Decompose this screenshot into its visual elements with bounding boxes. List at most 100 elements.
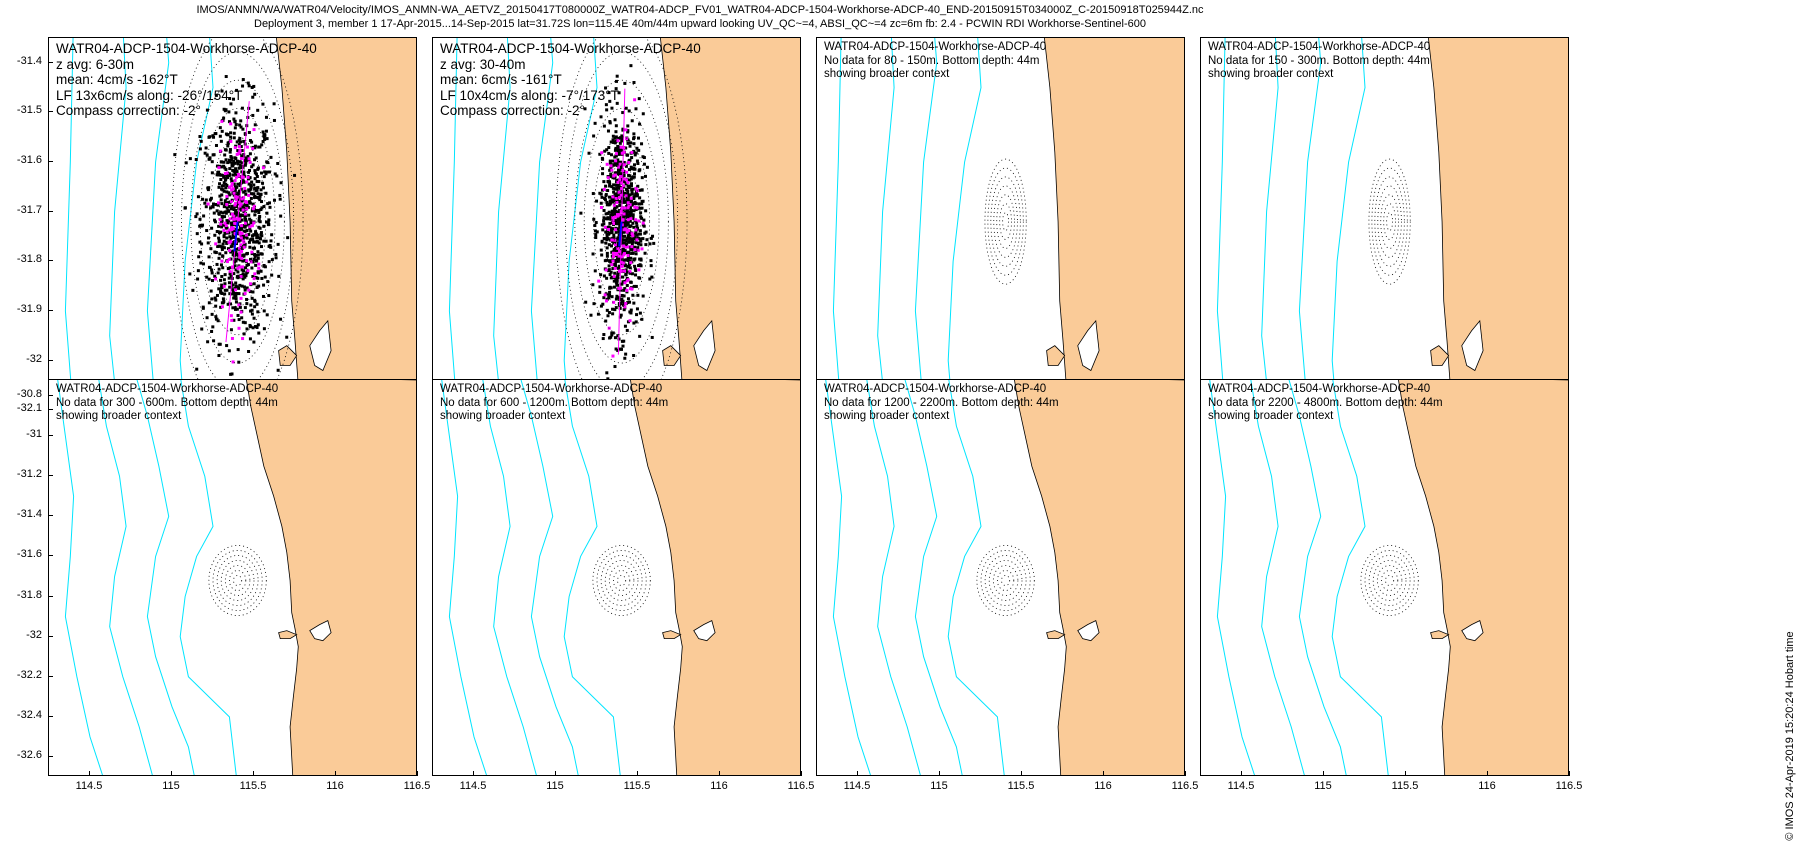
velocity-point — [228, 97, 232, 101]
velocity-point — [239, 125, 243, 129]
velocity-point — [242, 139, 246, 143]
lowpass-point — [240, 249, 244, 253]
velocity-point — [614, 260, 618, 264]
velocity-point — [608, 199, 612, 203]
lowpass-point — [240, 256, 244, 260]
velocity-point — [256, 186, 260, 190]
velocity-point — [263, 137, 267, 141]
lowpass-point — [238, 232, 242, 236]
lowpass-point — [236, 266, 240, 270]
velocity-point — [604, 86, 608, 90]
mean-vector — [233, 221, 239, 252]
velocity-point — [616, 348, 620, 352]
velocity-point — [253, 146, 257, 150]
velocity-point — [221, 242, 225, 246]
velocity-point — [240, 170, 244, 174]
isobath-line-1 — [1331, 38, 1366, 433]
velocity-point — [251, 275, 255, 279]
velocity-point — [226, 219, 230, 223]
velocity-point — [640, 200, 644, 204]
x-tick-label: 116 — [1094, 780, 1112, 792]
velocity-point — [219, 139, 223, 143]
velocity-point — [228, 160, 232, 164]
velocity-point — [594, 221, 598, 225]
velocity-point — [624, 182, 628, 186]
velocity-point — [634, 269, 638, 273]
velocity-point — [236, 270, 240, 274]
velocity-point — [272, 198, 276, 202]
velocity-point — [610, 106, 614, 110]
velocity-point — [239, 226, 243, 230]
velocity-point — [604, 217, 608, 221]
land-area — [1044, 38, 1184, 433]
velocity-point — [234, 300, 238, 304]
velocity-point — [205, 229, 209, 233]
lowpass-point — [611, 354, 615, 358]
speed-ring — [984, 555, 1027, 606]
x-tick-label: 115.5 — [623, 780, 651, 792]
velocity-point — [641, 112, 645, 116]
velocity-point — [617, 152, 621, 156]
velocity-point — [613, 163, 617, 167]
velocity-point — [196, 269, 200, 273]
velocity-point — [233, 251, 237, 255]
panel-annotation: WATR04-ADCP-1504-Workhorse-ADCP-40 z avg:… — [56, 41, 317, 119]
velocity-point — [253, 92, 257, 96]
velocity-point — [615, 187, 619, 191]
velocity-point — [638, 334, 642, 338]
lowpass-point — [623, 206, 627, 210]
lowpass-point — [220, 119, 224, 123]
velocity-point — [231, 249, 235, 253]
annotation-line: WATR04-ADCP-1504-Workhorse-ADCP-40 — [440, 41, 701, 56]
velocity-point — [248, 138, 252, 142]
velocity-point — [613, 136, 617, 140]
lowpass-point — [613, 173, 617, 177]
velocity-point — [640, 317, 644, 321]
velocity-point — [632, 225, 636, 229]
x-tick-mark — [335, 771, 336, 776]
velocity-point — [265, 137, 269, 141]
velocity-point — [225, 225, 229, 229]
speed-ring — [224, 565, 251, 596]
velocity-point — [629, 184, 633, 188]
x-tick-mark — [939, 771, 940, 776]
velocity-point — [228, 266, 232, 270]
velocity-point — [219, 278, 223, 282]
lowpass-point — [634, 218, 638, 222]
speed-ring — [988, 560, 1023, 601]
lowpass-point — [238, 255, 242, 259]
annotation-line: showing broader context — [824, 410, 950, 422]
velocity-point — [227, 231, 231, 235]
velocity-point — [229, 221, 233, 225]
velocity-point — [598, 191, 602, 195]
velocity-point — [637, 169, 641, 173]
velocity-point — [598, 152, 602, 156]
velocity-point — [211, 325, 215, 329]
velocity-point — [632, 175, 636, 179]
island — [662, 345, 682, 366]
velocity-point — [612, 197, 616, 201]
lowpass-point — [635, 238, 639, 242]
velocity-point — [595, 199, 599, 203]
velocity-point — [252, 183, 256, 187]
lowpass-point — [616, 180, 620, 184]
velocity-point — [248, 152, 252, 156]
isobath-line-2 — [1298, 38, 1322, 433]
lowpass-point — [637, 268, 641, 272]
velocity-point — [229, 158, 233, 162]
velocity-point — [252, 84, 256, 88]
velocity-point — [593, 121, 597, 125]
velocity-point — [605, 246, 609, 250]
panel-annotation: WATR04-ADCP-1504-Workhorse-ADCP-40 No dat… — [1208, 41, 1430, 82]
velocity-point — [243, 163, 247, 167]
lowpass-point — [225, 203, 229, 207]
velocity-point — [245, 252, 249, 256]
velocity-point — [230, 156, 234, 160]
velocity-point — [267, 223, 271, 227]
lowpass-point — [619, 286, 623, 290]
velocity-point — [629, 247, 633, 251]
isobath-line-3 — [877, 38, 895, 433]
velocity-point — [613, 206, 617, 210]
velocity-point — [277, 274, 281, 278]
lowpass-point — [629, 261, 633, 265]
